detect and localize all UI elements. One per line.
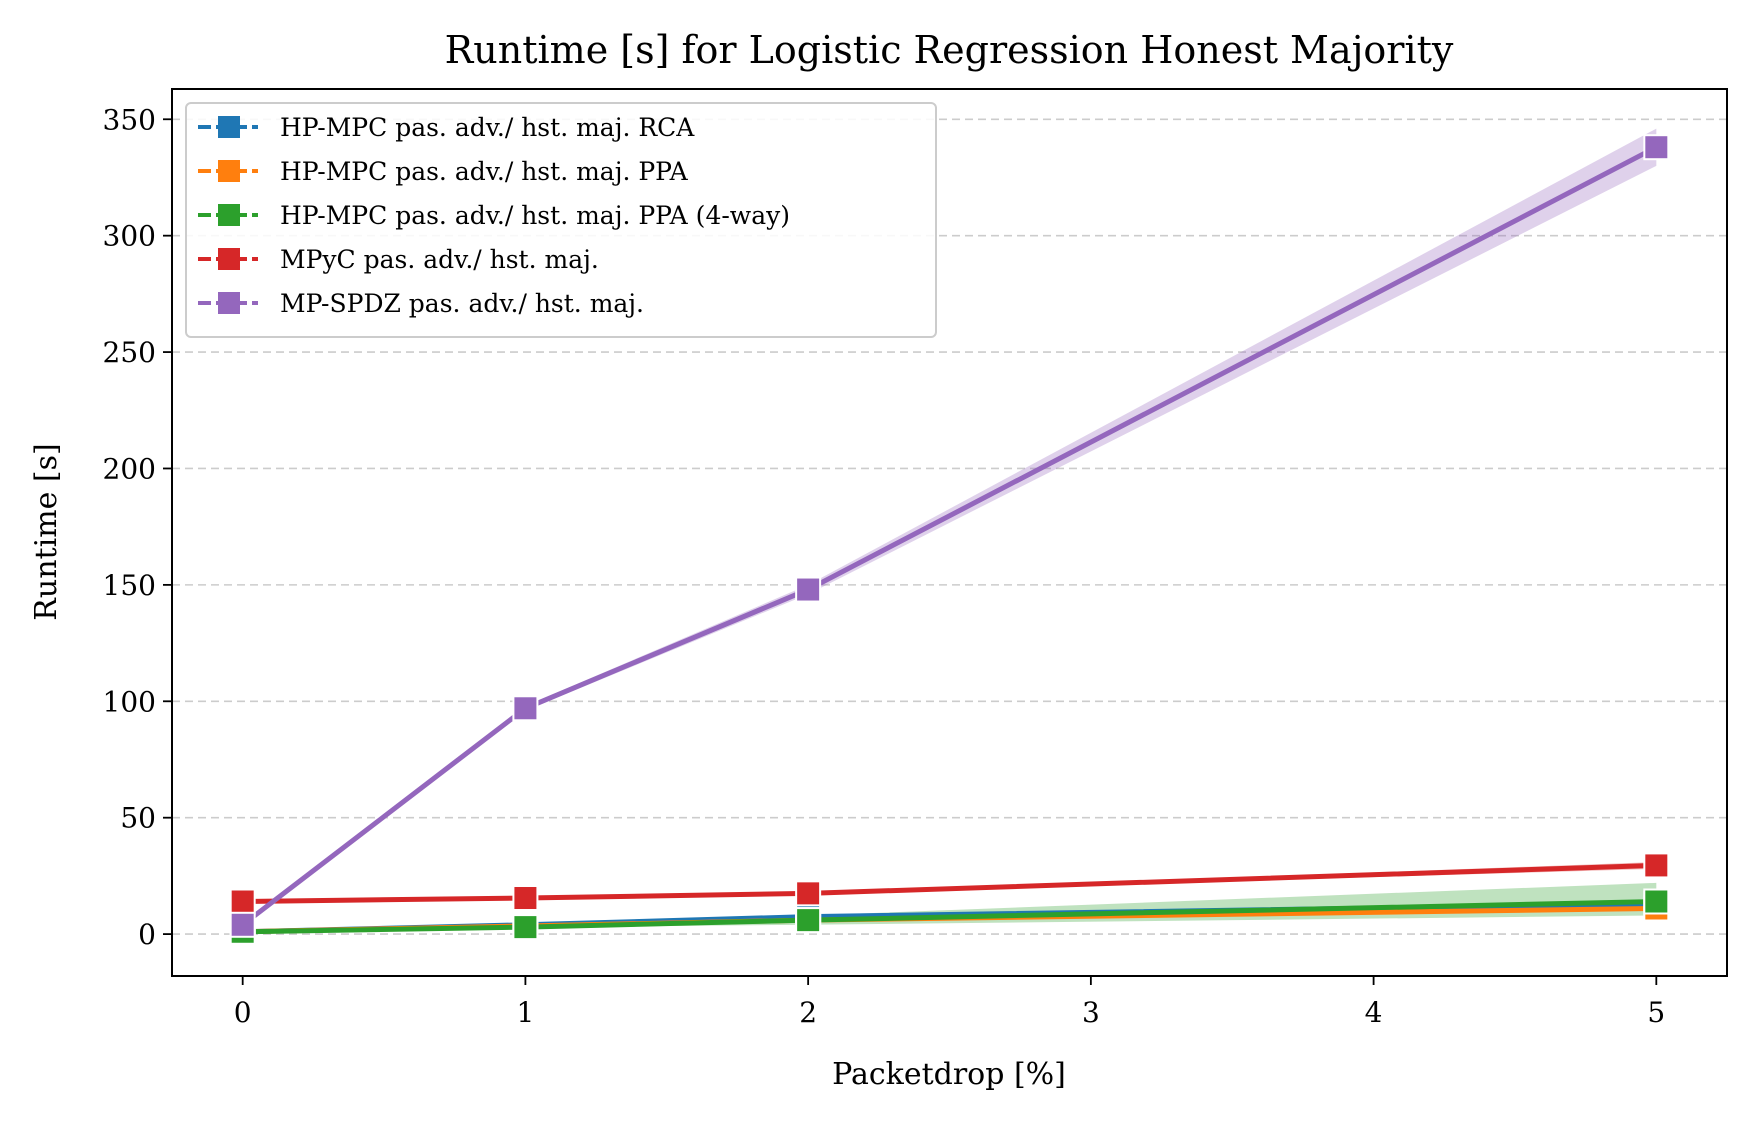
series-markers [229, 134, 1670, 945]
y-tick-label: 0 [138, 918, 156, 951]
x-tick-label: 5 [1647, 996, 1665, 1029]
data-point-series-3 [1643, 852, 1670, 879]
data-point-series-3 [229, 888, 256, 915]
legend-label-3: MPyC pas. adv./ hst. maj. [280, 245, 599, 274]
legend-label-0: HP-MPC pas. adv./ hst. maj. RCA [280, 113, 695, 142]
data-point-series-4 [229, 911, 256, 938]
data-point-series-2 [795, 907, 822, 934]
chart-title: Runtime [s] for Logistic Regression Hone… [445, 28, 1454, 72]
y-tick-label: 350 [103, 103, 156, 136]
legend: HP-MPC pas. adv./ hst. maj. RCA HP-MPC pa… [185, 102, 937, 338]
series-line-3 [240, 862, 1659, 905]
series-lines [240, 144, 1659, 935]
y-tick-label: 300 [103, 220, 156, 253]
y-tick-label: 150 [103, 569, 156, 602]
data-point-series-3 [795, 880, 822, 907]
y-tick-label: 100 [103, 685, 156, 718]
data-point-series-4 [512, 695, 539, 722]
legend-marker-4 [218, 292, 240, 314]
legend-marker-1 [218, 160, 240, 182]
data-point-series-2 [512, 914, 539, 941]
y-tick-label: 50 [120, 802, 156, 835]
data-point-series-4 [1643, 134, 1670, 161]
data-point-series-3 [512, 885, 539, 912]
legend-marker-3 [218, 248, 240, 270]
series-line-4 [240, 144, 1659, 928]
x-axis-label: Packetdrop [%] [832, 1057, 1066, 1092]
legend-marker-0 [218, 116, 240, 138]
legend-label-1: HP-MPC pas. adv./ hst. maj. PPA [280, 157, 689, 186]
y-axis-label: Runtime [s] [29, 443, 64, 620]
x-tick-label: 4 [1365, 996, 1383, 1029]
data-point-series-4 [795, 576, 822, 603]
confidence-band-series-4 [242, 128, 1657, 925]
x-tick-label: 0 [234, 996, 252, 1029]
series-line-2 [240, 899, 1659, 935]
legend-box [185, 102, 937, 338]
legend-marker-2 [218, 204, 240, 226]
y-tick-label: 250 [103, 336, 156, 369]
legend-label-4: MP-SPDZ pas. adv./ hst. maj. [280, 289, 644, 318]
x-tick-label: 2 [799, 996, 817, 1029]
x-tick-label: 1 [516, 996, 534, 1029]
data-point-series-2 [1643, 888, 1670, 915]
x-tick-label: 3 [1082, 996, 1100, 1029]
y-tick-label: 200 [103, 452, 156, 485]
legend-label-2: HP-MPC pas. adv./ hst. maj. PPA (4-way) [280, 201, 790, 230]
axis-ticks: 0 50 100 150 200 250 300 350 0 1 2 3 4 5 [103, 103, 1666, 1029]
plot-frame [171, 88, 1728, 977]
